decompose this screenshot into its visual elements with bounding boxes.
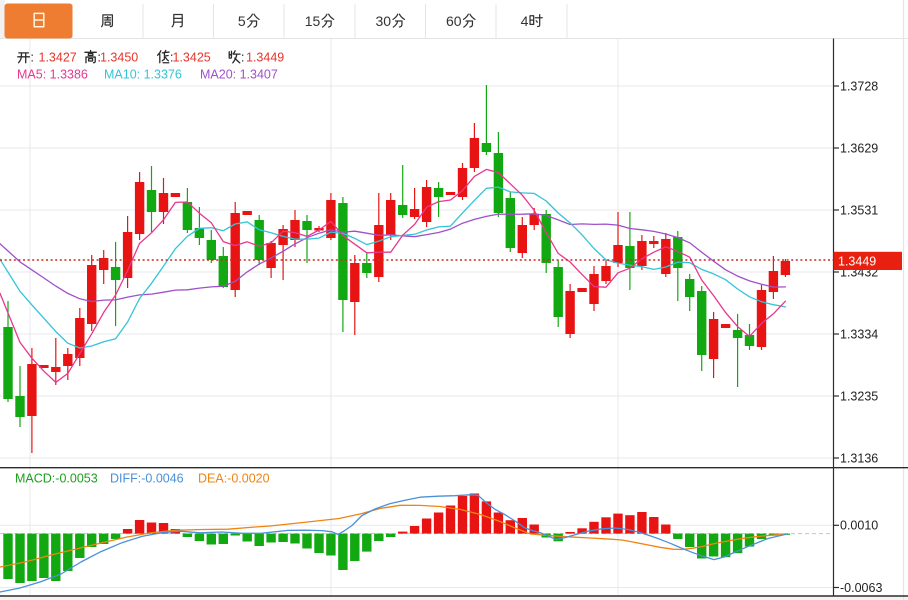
svg-text:1.3629: 1.3629 xyxy=(840,141,878,155)
svg-text:60: 60 xyxy=(446,13,462,29)
svg-text::: : xyxy=(97,50,101,65)
svg-text:1.3425: 1.3425 xyxy=(173,51,211,65)
svg-text:DEA:-0.0020: DEA:-0.0020 xyxy=(198,472,270,486)
svg-text:1.3427: 1.3427 xyxy=(39,51,77,65)
svg-text:4: 4 xyxy=(521,13,529,29)
svg-text:5: 5 xyxy=(238,13,246,29)
svg-text::: : xyxy=(241,50,245,65)
svg-text:1.3449: 1.3449 xyxy=(838,255,876,269)
svg-text::: : xyxy=(30,50,34,65)
svg-text:-0.0063: -0.0063 xyxy=(840,581,882,595)
svg-text:1.3136: 1.3136 xyxy=(840,451,878,465)
svg-text:MA20: 1.3407: MA20: 1.3407 xyxy=(200,68,278,82)
svg-text:MA5: 1.3386: MA5: 1.3386 xyxy=(17,68,88,82)
svg-text:MACD:-0.0053: MACD:-0.0053 xyxy=(15,472,98,486)
svg-text:1.3531: 1.3531 xyxy=(840,203,878,217)
svg-text:15: 15 xyxy=(305,13,321,29)
svg-text:1.3728: 1.3728 xyxy=(840,79,878,93)
svg-text:0.0010: 0.0010 xyxy=(840,519,878,533)
svg-text:MA10: 1.3376: MA10: 1.3376 xyxy=(104,68,182,82)
svg-text:1.3449: 1.3449 xyxy=(246,51,284,65)
svg-text::: : xyxy=(170,50,174,65)
svg-text:30: 30 xyxy=(376,13,392,29)
svg-text:1.3334: 1.3334 xyxy=(840,327,878,341)
svg-text:1.3235: 1.3235 xyxy=(840,389,878,403)
svg-text:1.3450: 1.3450 xyxy=(100,51,138,65)
svg-text:DIFF:-0.0046: DIFF:-0.0046 xyxy=(110,472,184,486)
